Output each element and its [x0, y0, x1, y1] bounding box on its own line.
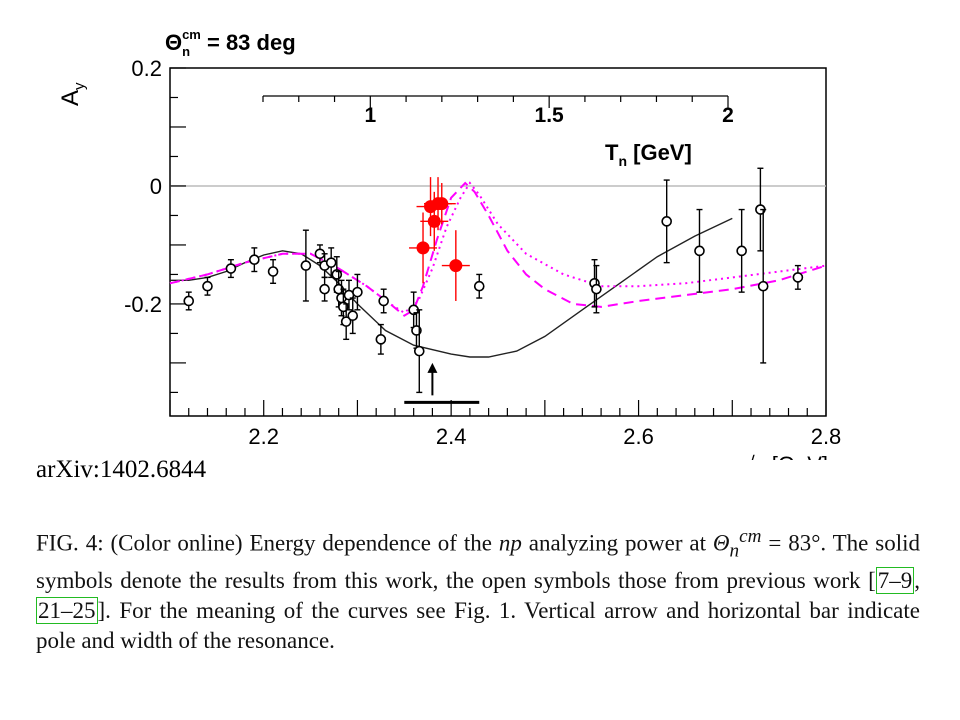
pole-arrow-head — [427, 362, 438, 373]
top-axis-tick-label: 1.5 — [535, 104, 565, 127]
open-data-point — [325, 247, 337, 279]
open-point-marker — [325, 257, 337, 268]
caption-text-2: analyzing power at — [521, 530, 713, 556]
caption-np: np — [498, 530, 522, 556]
ylabel-main: A — [57, 90, 84, 106]
x-axis-label: √s [GeV] — [743, 452, 828, 460]
title-sup: cm — [182, 27, 201, 42]
dotted-curve — [169, 181, 827, 315]
open-point-marker — [225, 263, 237, 274]
solid-curve — [170, 217, 733, 358]
ylabel-sub: y — [71, 82, 88, 90]
solid-data-point — [427, 183, 456, 225]
caption-cm: cm — [739, 526, 762, 547]
open-point-marker — [202, 280, 213, 292]
open-data-point — [792, 264, 804, 290]
open-data-point — [347, 297, 359, 335]
dashed-curve — [169, 181, 827, 317]
figure-caption: FIG. 4: (Color online) Energy dependence… — [36, 522, 920, 656]
open-data-point — [757, 208, 769, 364]
solid-point-marker — [435, 197, 449, 211]
title-theta: Θ — [165, 30, 182, 55]
y-tick-label: 0.2 — [131, 56, 162, 81]
reference-link-21-25[interactable]: 21–25 — [36, 597, 98, 625]
top-axis-label: Tn [GeV] — [605, 140, 692, 169]
open-point-marker — [694, 245, 705, 257]
plot-frame — [169, 67, 827, 417]
arxiv-id: arXiv:1402.6844 — [36, 456, 207, 483]
open-point-marker — [736, 245, 747, 257]
analyzing-power-chart: Θn cm = 83 deg Ay √s [GeV] Tn [GeV] 0.2 0 -… — [57, 27, 841, 460]
top-label-sub: n — [618, 153, 627, 169]
open-data-point — [225, 258, 237, 279]
open-data-point — [378, 288, 389, 314]
caption-text-5: ]. For the meaning of the curves see Fig… — [36, 598, 920, 654]
solid-point-marker — [449, 259, 463, 273]
chart-title: Θn cm = 83 deg — [165, 27, 296, 59]
open-point-marker — [249, 254, 260, 265]
x-tick-label: 2.6 — [623, 424, 654, 449]
open-point-marker — [352, 286, 363, 298]
y-axis-label: Ay — [57, 82, 88, 106]
svg-text:Θncm = 83 deg: Θn cm = 83 deg — [165, 27, 296, 59]
open-data-point — [591, 264, 602, 314]
solid-point-marker — [427, 214, 441, 228]
top-label-tail: [GeV] — [627, 140, 692, 165]
caption-text-4: , — [914, 568, 920, 594]
open-data-point — [661, 179, 672, 264]
svg-text:Ay: Ay — [57, 82, 88, 106]
title-tail: = 83 deg — [201, 30, 296, 55]
open-point-marker — [661, 216, 672, 227]
solid-data-point — [409, 212, 438, 284]
open-data-point — [300, 229, 312, 302]
plot-area: 0.2 0 -0.2 2.2 2.4 2.6 2.8 1 1.5 2 — [124, 56, 841, 449]
x-tick-label: 2.8 — [811, 424, 842, 449]
x-tick-label: 2.4 — [436, 424, 467, 449]
open-point-marker — [340, 316, 352, 327]
x-tick-label: 2.2 — [248, 424, 279, 449]
caption-text-1: FIG. 4: (Color online) Energy dependence… — [36, 530, 499, 556]
top-label-main: T — [605, 140, 619, 165]
open-point-marker — [378, 295, 389, 307]
open-point-marker — [473, 280, 485, 292]
open-data-point — [183, 291, 195, 311]
reference-link-7-9[interactable]: 7–9 — [875, 567, 915, 595]
open-data-point — [413, 309, 425, 394]
open-point-marker — [319, 283, 330, 295]
open-point-marker — [183, 295, 195, 307]
open-point-marker — [267, 266, 279, 277]
y-tick-label: -0.2 — [124, 292, 162, 317]
open-point-marker — [413, 345, 425, 357]
open-data-point — [249, 247, 260, 273]
open-point-marker — [300, 260, 312, 271]
open-data-point — [473, 273, 485, 299]
open-data-point — [694, 208, 705, 293]
svg-text:Tn [GeV]: Tn [GeV] — [605, 140, 692, 169]
open-data-point — [375, 323, 387, 355]
open-data-point — [267, 258, 279, 284]
solid-data-point — [441, 230, 470, 301]
top-axis-tick-label: 2 — [722, 104, 734, 127]
open-point-marker — [757, 280, 769, 292]
top-axis-tick-label: 1 — [364, 104, 376, 127]
caption-theta: Θ — [712, 530, 730, 556]
open-data-point — [319, 276, 330, 302]
solid-point-marker — [416, 241, 430, 255]
open-data-point — [589, 258, 600, 308]
open-data-point — [352, 273, 363, 311]
caption-text-3: = 83°. The solid symbols denote the resu… — [36, 530, 921, 594]
title-sub: n — [182, 44, 190, 59]
open-point-marker — [591, 283, 602, 295]
open-data-point — [736, 208, 747, 293]
open-data-point — [314, 244, 326, 264]
open-point-marker — [375, 334, 387, 345]
open-point-marker — [792, 272, 804, 283]
caption-n: n — [729, 540, 740, 562]
open-point-marker — [347, 310, 359, 322]
open-data-point — [202, 276, 213, 296]
y-tick-label: 0 — [150, 174, 162, 199]
